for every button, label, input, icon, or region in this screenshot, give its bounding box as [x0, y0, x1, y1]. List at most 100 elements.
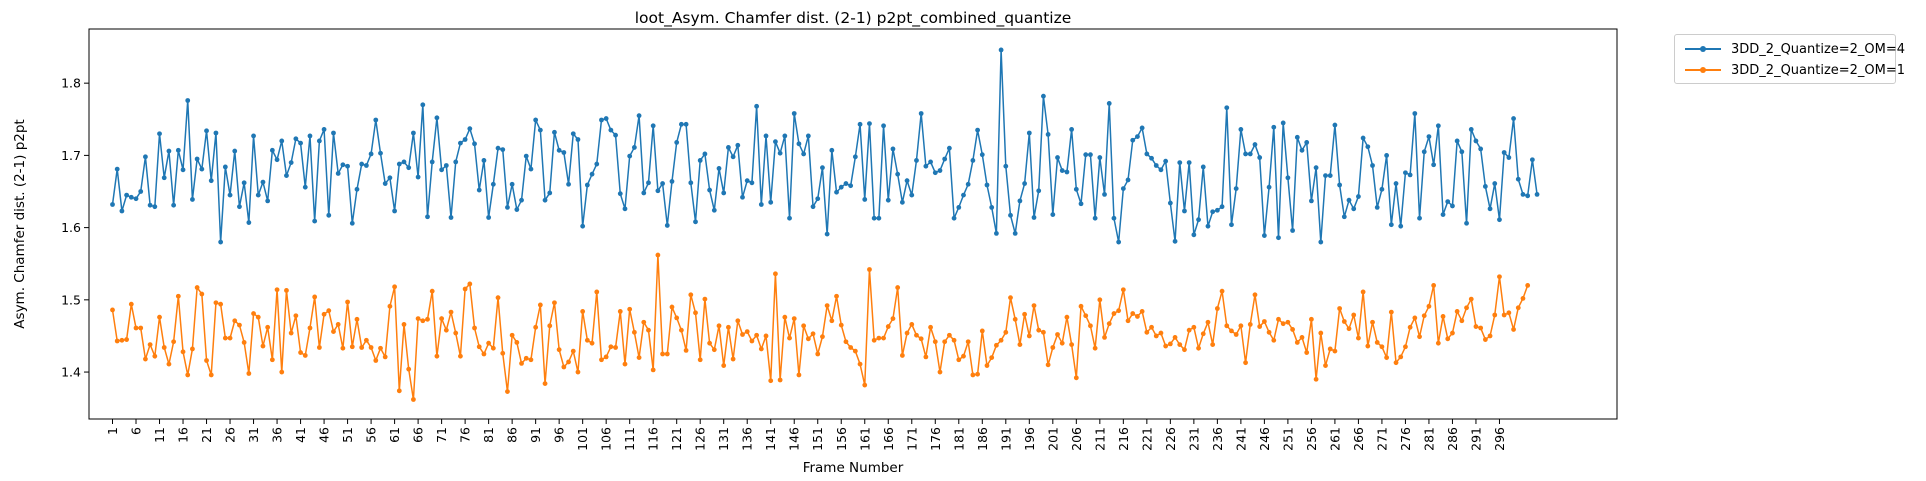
data-point — [617, 191, 623, 197]
data-point — [363, 163, 369, 168]
data-point — [213, 130, 219, 136]
x-tick-label: 296 — [1492, 427, 1507, 451]
data-point — [1069, 126, 1075, 132]
x-tick-label: 221 — [1139, 427, 1154, 451]
data-point — [1233, 186, 1239, 192]
data-point — [1088, 323, 1093, 329]
data-point — [218, 301, 224, 307]
data-point — [382, 181, 388, 186]
x-tick-label: 141 — [763, 427, 778, 451]
data-point — [1130, 311, 1136, 316]
data-point — [180, 167, 186, 173]
x-tick-label: 26 — [223, 427, 238, 443]
data-point — [171, 202, 177, 208]
data-point — [782, 314, 788, 320]
data-point — [730, 154, 736, 160]
data-point — [199, 291, 205, 297]
data-point — [721, 363, 727, 368]
data-point — [246, 371, 252, 376]
data-point — [265, 324, 271, 330]
data-point — [1360, 135, 1366, 141]
data-point — [1388, 309, 1394, 315]
data-point — [603, 116, 609, 121]
data-point — [439, 167, 445, 173]
data-point — [1073, 375, 1079, 381]
data-point — [820, 165, 825, 171]
data-point — [1365, 144, 1371, 150]
data-point — [143, 356, 148, 362]
data-point — [1135, 134, 1140, 140]
data-point — [937, 369, 943, 375]
data-point — [1285, 175, 1291, 181]
data-point — [1229, 328, 1234, 334]
data-point — [331, 329, 336, 335]
data-point — [655, 188, 661, 194]
data-point — [871, 215, 877, 221]
data-point — [443, 327, 449, 333]
data-point — [951, 215, 957, 221]
data-point — [467, 281, 473, 287]
data-point — [218, 239, 224, 245]
data-point — [1492, 181, 1498, 186]
data-point — [1309, 316, 1314, 322]
x-tick-label: 96 — [552, 427, 567, 443]
data-point — [1332, 122, 1338, 128]
x-tick-label: 246 — [1257, 427, 1272, 451]
chart-title: loot_Asym. Chamfer dist. (2-1) p2pt_comb… — [635, 9, 1072, 28]
data-point — [890, 146, 896, 152]
x-tick-label: 81 — [481, 427, 496, 443]
x-tick-label: 101 — [575, 427, 590, 451]
data-point — [1045, 362, 1051, 368]
y-tick-label: 1.5 — [61, 292, 81, 307]
data-point — [1116, 239, 1122, 245]
data-point — [312, 294, 318, 300]
data-point — [1083, 152, 1089, 158]
x-tick-label: 56 — [364, 427, 379, 443]
data-point — [1407, 324, 1413, 330]
y-axis: 1.4 1.5 1.6 1.7 1.8 — [61, 76, 89, 380]
data-point — [1102, 334, 1107, 340]
x-tick-label: 51 — [340, 427, 355, 443]
data-point — [754, 103, 760, 109]
data-point — [852, 348, 858, 354]
data-point — [678, 121, 684, 127]
data-point — [1337, 182, 1343, 188]
data-point — [730, 356, 736, 362]
data-point — [1294, 340, 1300, 345]
data-point — [1374, 204, 1380, 210]
data-point — [1186, 327, 1192, 333]
data-point — [1205, 319, 1211, 325]
x-tick-label: 201 — [1045, 427, 1060, 451]
data-point — [932, 339, 938, 345]
y-tick-label: 1.7 — [61, 148, 81, 163]
data-point — [368, 151, 374, 157]
data-point — [1186, 160, 1192, 166]
data-point — [1172, 334, 1178, 340]
data-point — [1520, 295, 1526, 301]
data-point — [1135, 314, 1140, 319]
data-point — [147, 202, 153, 208]
x-tick-label: 116 — [646, 427, 661, 451]
data-point — [138, 189, 144, 194]
x-tick-label: 266 — [1351, 427, 1366, 451]
data-point — [608, 127, 614, 133]
data-point — [114, 166, 120, 172]
data-point — [265, 198, 271, 204]
data-point — [1224, 105, 1230, 111]
data-point — [932, 170, 938, 176]
data-point — [1346, 326, 1352, 332]
data-point — [114, 338, 120, 344]
x-tick-label: 166 — [881, 427, 896, 451]
data-point — [110, 307, 115, 313]
data-point — [519, 360, 524, 366]
data-point — [429, 288, 435, 294]
data-point — [185, 372, 191, 378]
data-point — [1106, 100, 1112, 106]
data-point — [1031, 303, 1037, 309]
data-point — [777, 377, 783, 383]
data-point — [584, 182, 590, 188]
data-point — [918, 336, 924, 342]
data-point — [904, 178, 910, 184]
data-point — [1299, 334, 1305, 340]
data-point — [552, 129, 557, 135]
